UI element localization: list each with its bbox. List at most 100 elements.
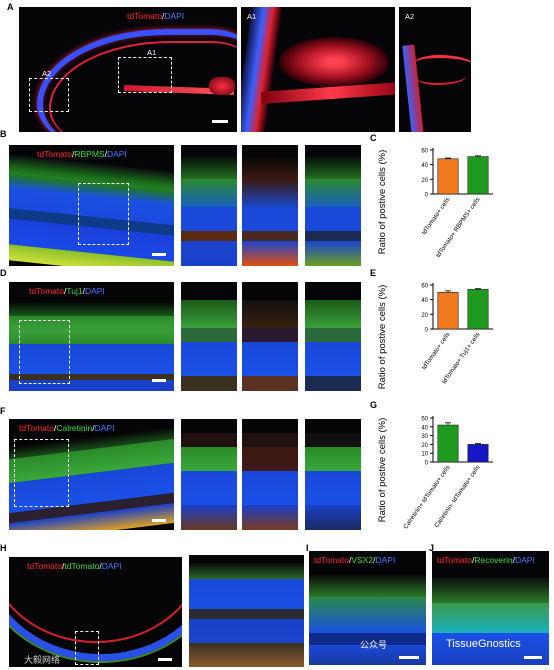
stain-separator: / bbox=[348, 555, 352, 565]
panel-b-zoom-2 bbox=[242, 145, 298, 266]
stain-vsx2: VSX2 bbox=[351, 555, 374, 565]
box-a1 bbox=[118, 57, 172, 93]
panel-label-e: E bbox=[370, 268, 377, 278]
stain-separator: / bbox=[512, 555, 515, 565]
stain-tdtomato: tdTomato bbox=[127, 11, 162, 21]
stain-separator: / bbox=[161, 11, 165, 21]
roi-box-h bbox=[75, 631, 99, 665]
panel-label-b: B bbox=[0, 129, 7, 139]
panel-b-zoom-1 bbox=[181, 145, 237, 266]
panel-j-image: tdTomato/Recoverin/DAPI bbox=[432, 551, 549, 665]
stain-separator: / bbox=[82, 286, 85, 296]
stain-dapi: DAPI bbox=[515, 555, 535, 565]
scale-bar-i bbox=[399, 656, 419, 659]
bar-chart-svg: Ratio of postive cells (%) 0 20 40 60 tdTomat… bbox=[377, 283, 493, 390]
panel-b-zoom-3 bbox=[305, 145, 361, 266]
y-tick-label: 0 bbox=[425, 193, 429, 199]
watermark-center: 公众号 bbox=[360, 640, 388, 650]
stain-tdtomato: tdTomato bbox=[437, 555, 472, 565]
y-tick-label: 10 bbox=[421, 452, 428, 458]
panel-label-i: I bbox=[306, 543, 309, 553]
y-tick-label: 20 bbox=[421, 443, 428, 449]
chart-c: Ratio of postive cells (%) 0 20 40 60 tdTomat… bbox=[375, 140, 545, 268]
scale-bar-b bbox=[152, 253, 166, 256]
panel-h-image: tdTomato/tdTomato/DAPI bbox=[9, 557, 182, 667]
panel-d-zoom-2 bbox=[242, 282, 298, 391]
panel-d-stain-title: tdTomato/Tuj1/DAPI bbox=[29, 286, 105, 296]
bar-chart-svg: Ratio of postive cells (%) 01020304050Cal… bbox=[377, 416, 493, 530]
box-a1-label: A1 bbox=[147, 48, 157, 57]
panel-label-g: G bbox=[370, 400, 378, 410]
panel-a2-inset: A2 bbox=[399, 7, 471, 132]
panel-a-stain-title: tdTomato/DAPI bbox=[127, 11, 184, 21]
panel-label-d: D bbox=[0, 268, 7, 278]
bar-chart-svg: Ratio of postive cells (%) 0 20 40 60 tdTomat… bbox=[377, 148, 493, 259]
panel-a1-inset: A1 bbox=[241, 7, 395, 132]
scale-bar-f bbox=[152, 519, 166, 522]
box-a2 bbox=[29, 78, 69, 112]
bar bbox=[467, 289, 489, 330]
stain-dapi: DAPI bbox=[164, 11, 185, 21]
panel-a-image: tdTomato/DAPI A1 A2 bbox=[19, 7, 237, 132]
watermark-right: TissueGnostics bbox=[446, 638, 521, 650]
panel-i-image: tdTomato/VSX2/DAPI bbox=[309, 551, 426, 665]
roi-box-b bbox=[78, 183, 129, 245]
panel-b-image: tdTomato/RBPMS/DAPI bbox=[9, 145, 174, 266]
x-tick-label: tdTomato+ cells bbox=[421, 331, 452, 371]
stain-separator: / bbox=[373, 555, 376, 565]
y-tick-label: 40 bbox=[421, 298, 428, 304]
stain-tdtomato: tdTomato bbox=[19, 423, 54, 433]
panel-label-c: C bbox=[370, 133, 377, 143]
y-tick-label: 0 bbox=[425, 461, 429, 467]
stain-dapi: DAPI bbox=[375, 555, 396, 565]
stain-tdtomato: tdTomato bbox=[314, 555, 349, 565]
stain-tuj1: Tuj1 bbox=[66, 286, 83, 296]
stain-tdtomato-green: tdTomato bbox=[64, 561, 100, 571]
stain-rbpms: RBPMS bbox=[74, 149, 105, 159]
panel-j-stain-title: tdTomato/Recoverin/DAPI bbox=[437, 555, 547, 566]
panel-f-image: tdTomato/Calretinin/DAPI bbox=[9, 419, 174, 530]
y-tick-label: 40 bbox=[421, 425, 428, 431]
panel-d-zoom-3 bbox=[305, 282, 361, 391]
watermark-left: 大毅网络 bbox=[24, 655, 61, 665]
y-axis-label: Ratio of postive cells (%) bbox=[377, 150, 388, 255]
stain-recoverin: Recoverin bbox=[474, 555, 513, 565]
panel-label-a: A bbox=[7, 2, 14, 12]
panel-label-h: H bbox=[0, 543, 7, 553]
stain-separator: / bbox=[71, 149, 75, 159]
y-tick-label: 50 bbox=[421, 417, 428, 423]
panel-i-stain-title: tdTomato/VSX2/DAPI bbox=[314, 555, 395, 565]
stain-separator: / bbox=[92, 423, 95, 433]
panel-f-stain-title: tdTomato/Calretinin/DAPI bbox=[19, 423, 114, 433]
chart-e: Ratio of postive cells (%) 0 20 40 60 tdTomat… bbox=[375, 275, 545, 397]
scale-bar-j bbox=[524, 656, 542, 659]
stain-dapi: DAPI bbox=[101, 561, 122, 571]
chart-g: Ratio of postive cells (%) 0 10 20 30 40 50 Cal… bbox=[375, 408, 545, 538]
stain-tdtomato: tdTomato bbox=[37, 149, 72, 159]
y-tick-label: 30 bbox=[421, 434, 428, 440]
panel-d-image: tdTomato/Tuj1/DAPI bbox=[9, 282, 174, 391]
panel-d-zoom-1 bbox=[181, 282, 237, 391]
panel-f-zoom-3 bbox=[305, 419, 361, 530]
stain-dapi: DAPI bbox=[84, 286, 105, 296]
stain-tdtomato: tdTomato bbox=[27, 561, 62, 571]
panel-h-zoom bbox=[189, 555, 304, 667]
stain-separator: / bbox=[61, 561, 65, 571]
panel-f-zoom-1 bbox=[181, 419, 237, 530]
scale-bar-h bbox=[158, 658, 172, 661]
y-tick-label: 0 bbox=[425, 328, 429, 334]
panel-b-stain-title: tdTomato/RBPMS/DAPI bbox=[37, 149, 127, 159]
y-tick-label: 20 bbox=[421, 313, 428, 319]
panel-a1-label: A1 bbox=[247, 12, 257, 21]
stain-dapi: DAPI bbox=[94, 423, 115, 433]
y-tick-label: 60 bbox=[421, 284, 428, 290]
stain-tdtomato: tdTomato bbox=[29, 286, 64, 296]
panel-h-stain-title: tdTomato/tdTomato/DAPI bbox=[27, 561, 122, 571]
roi-box-d bbox=[19, 320, 70, 384]
bar bbox=[437, 424, 459, 463]
bar bbox=[437, 158, 459, 195]
stain-separator: / bbox=[63, 286, 67, 296]
y-axis-label: Ratio of postive cells (%) bbox=[377, 285, 388, 390]
bar bbox=[467, 444, 489, 463]
panel-label-f: F bbox=[0, 406, 6, 416]
